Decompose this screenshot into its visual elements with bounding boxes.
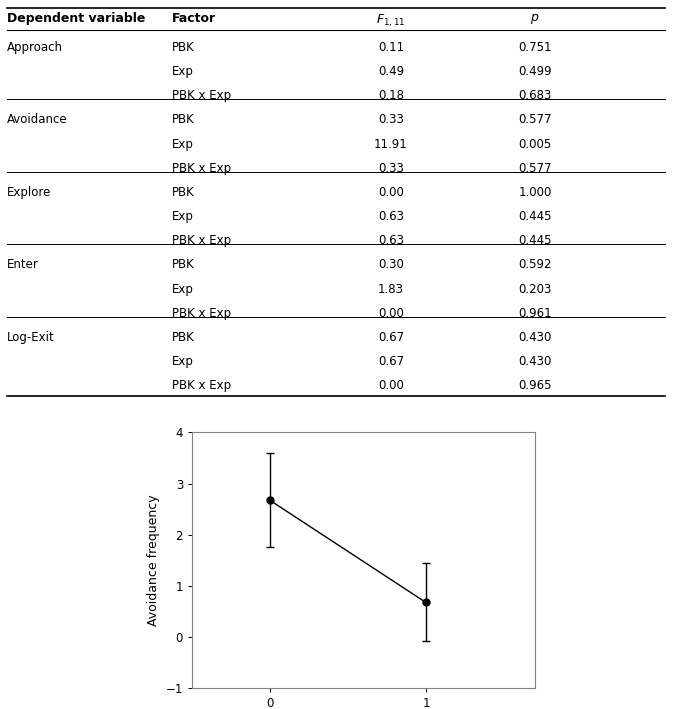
Text: Log-Exit: Log-Exit — [7, 331, 55, 344]
Text: 0.18: 0.18 — [378, 89, 404, 102]
Text: 0.63: 0.63 — [378, 210, 404, 223]
Text: Enter: Enter — [7, 259, 38, 272]
Y-axis label: Avoidance frequency: Avoidance frequency — [147, 494, 160, 626]
Text: 1.83: 1.83 — [378, 283, 404, 296]
Text: PBK: PBK — [172, 186, 194, 199]
Text: 0.577: 0.577 — [519, 162, 552, 174]
Text: 0.430: 0.430 — [519, 331, 552, 344]
Text: 0.499: 0.499 — [518, 65, 552, 78]
Text: Explore: Explore — [7, 186, 51, 199]
Text: 11.91: 11.91 — [374, 138, 408, 150]
Text: 0.33: 0.33 — [378, 113, 404, 126]
Text: Exp: Exp — [172, 210, 193, 223]
Text: 0.00: 0.00 — [378, 307, 404, 320]
Text: 0.63: 0.63 — [378, 234, 404, 247]
Text: 0.445: 0.445 — [519, 210, 552, 223]
Text: PBK: PBK — [172, 41, 194, 54]
Text: 0.683: 0.683 — [519, 89, 552, 102]
Text: 0.430: 0.430 — [519, 355, 552, 368]
Text: 0.751: 0.751 — [519, 41, 552, 54]
Text: PBK x Exp: PBK x Exp — [172, 162, 230, 174]
Text: $\it{F}$$_{1,11}$: $\it{F}$$_{1,11}$ — [376, 12, 406, 29]
Text: PBK: PBK — [172, 259, 194, 272]
Text: 0.592: 0.592 — [519, 259, 552, 272]
Text: PBK x Exp: PBK x Exp — [172, 89, 230, 102]
Text: Exp: Exp — [172, 355, 193, 368]
Text: Dependent variable: Dependent variable — [7, 12, 145, 26]
Text: Factor: Factor — [172, 12, 215, 26]
Text: 0.961: 0.961 — [518, 307, 552, 320]
Text: Approach: Approach — [7, 41, 63, 54]
Text: PBK: PBK — [172, 113, 194, 126]
Text: 0.67: 0.67 — [378, 331, 404, 344]
Text: PBK x Exp: PBK x Exp — [172, 234, 230, 247]
Text: 0.005: 0.005 — [519, 138, 552, 150]
Text: PBK x Exp: PBK x Exp — [172, 307, 230, 320]
Text: 1.000: 1.000 — [519, 186, 552, 199]
Text: 0.445: 0.445 — [519, 234, 552, 247]
Text: Exp: Exp — [172, 65, 193, 78]
Text: PBK: PBK — [172, 331, 194, 344]
Text: 0.49: 0.49 — [378, 65, 404, 78]
Text: 0.67: 0.67 — [378, 355, 404, 368]
Text: Avoidance: Avoidance — [7, 113, 67, 126]
Text: $\it{p}$: $\it{p}$ — [530, 12, 540, 26]
Text: Exp: Exp — [172, 283, 193, 296]
Text: 0.30: 0.30 — [378, 259, 404, 272]
Text: 0.11: 0.11 — [378, 41, 404, 54]
Text: 0.577: 0.577 — [519, 113, 552, 126]
Text: 0.965: 0.965 — [519, 379, 552, 392]
Text: 0.33: 0.33 — [378, 162, 404, 174]
Text: Exp: Exp — [172, 138, 193, 150]
Text: PBK x Exp: PBK x Exp — [172, 379, 230, 392]
Text: 0.00: 0.00 — [378, 186, 404, 199]
Text: 0.203: 0.203 — [519, 283, 552, 296]
Text: 0.00: 0.00 — [378, 379, 404, 392]
